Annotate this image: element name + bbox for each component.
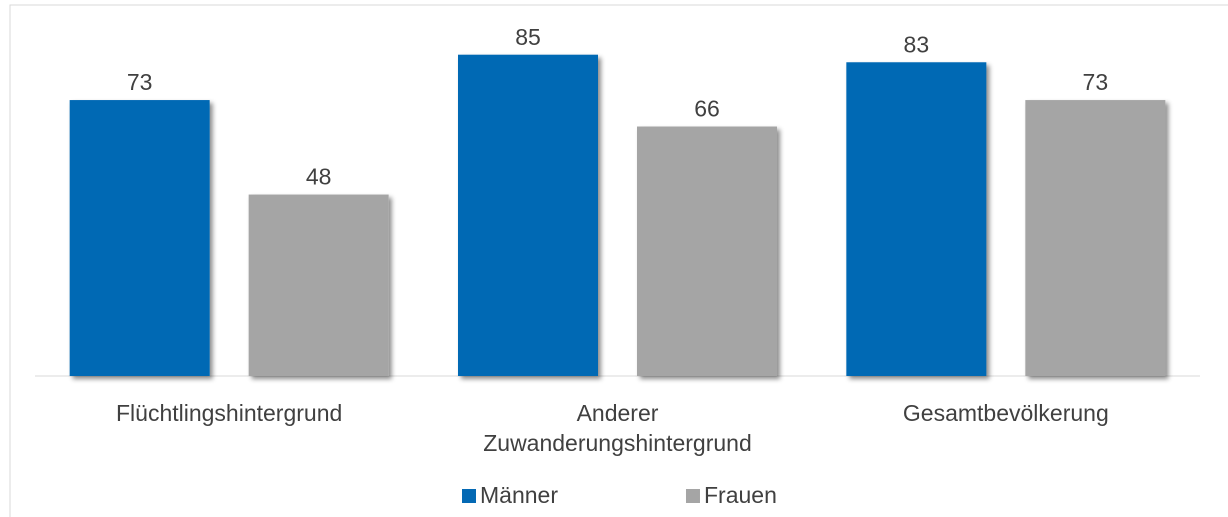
x-tick-label: Anderer Zuwanderungshintergrund bbox=[483, 400, 752, 456]
bar bbox=[69, 100, 210, 376]
bar bbox=[846, 62, 987, 376]
legend-label: Männer bbox=[480, 482, 558, 508]
data-label: 73 bbox=[127, 69, 153, 95]
legend-label: Frauen bbox=[704, 482, 777, 508]
x-tick-label: Gesamtbevölkerung bbox=[902, 400, 1109, 426]
chart-border bbox=[9, 4, 1228, 517]
legend-swatch bbox=[685, 489, 700, 503]
x-tick-label: Flüchtlingshintergrund bbox=[116, 400, 343, 426]
bar bbox=[637, 126, 777, 377]
bar bbox=[1025, 100, 1166, 376]
data-label: 73 bbox=[1083, 69, 1109, 95]
data-label: 66 bbox=[694, 96, 720, 122]
data-label: 48 bbox=[306, 164, 332, 190]
bar bbox=[248, 194, 389, 376]
legend-swatch bbox=[462, 489, 476, 503]
data-label: 85 bbox=[515, 24, 541, 50]
bar bbox=[458, 54, 598, 376]
data-label: 83 bbox=[904, 31, 930, 57]
